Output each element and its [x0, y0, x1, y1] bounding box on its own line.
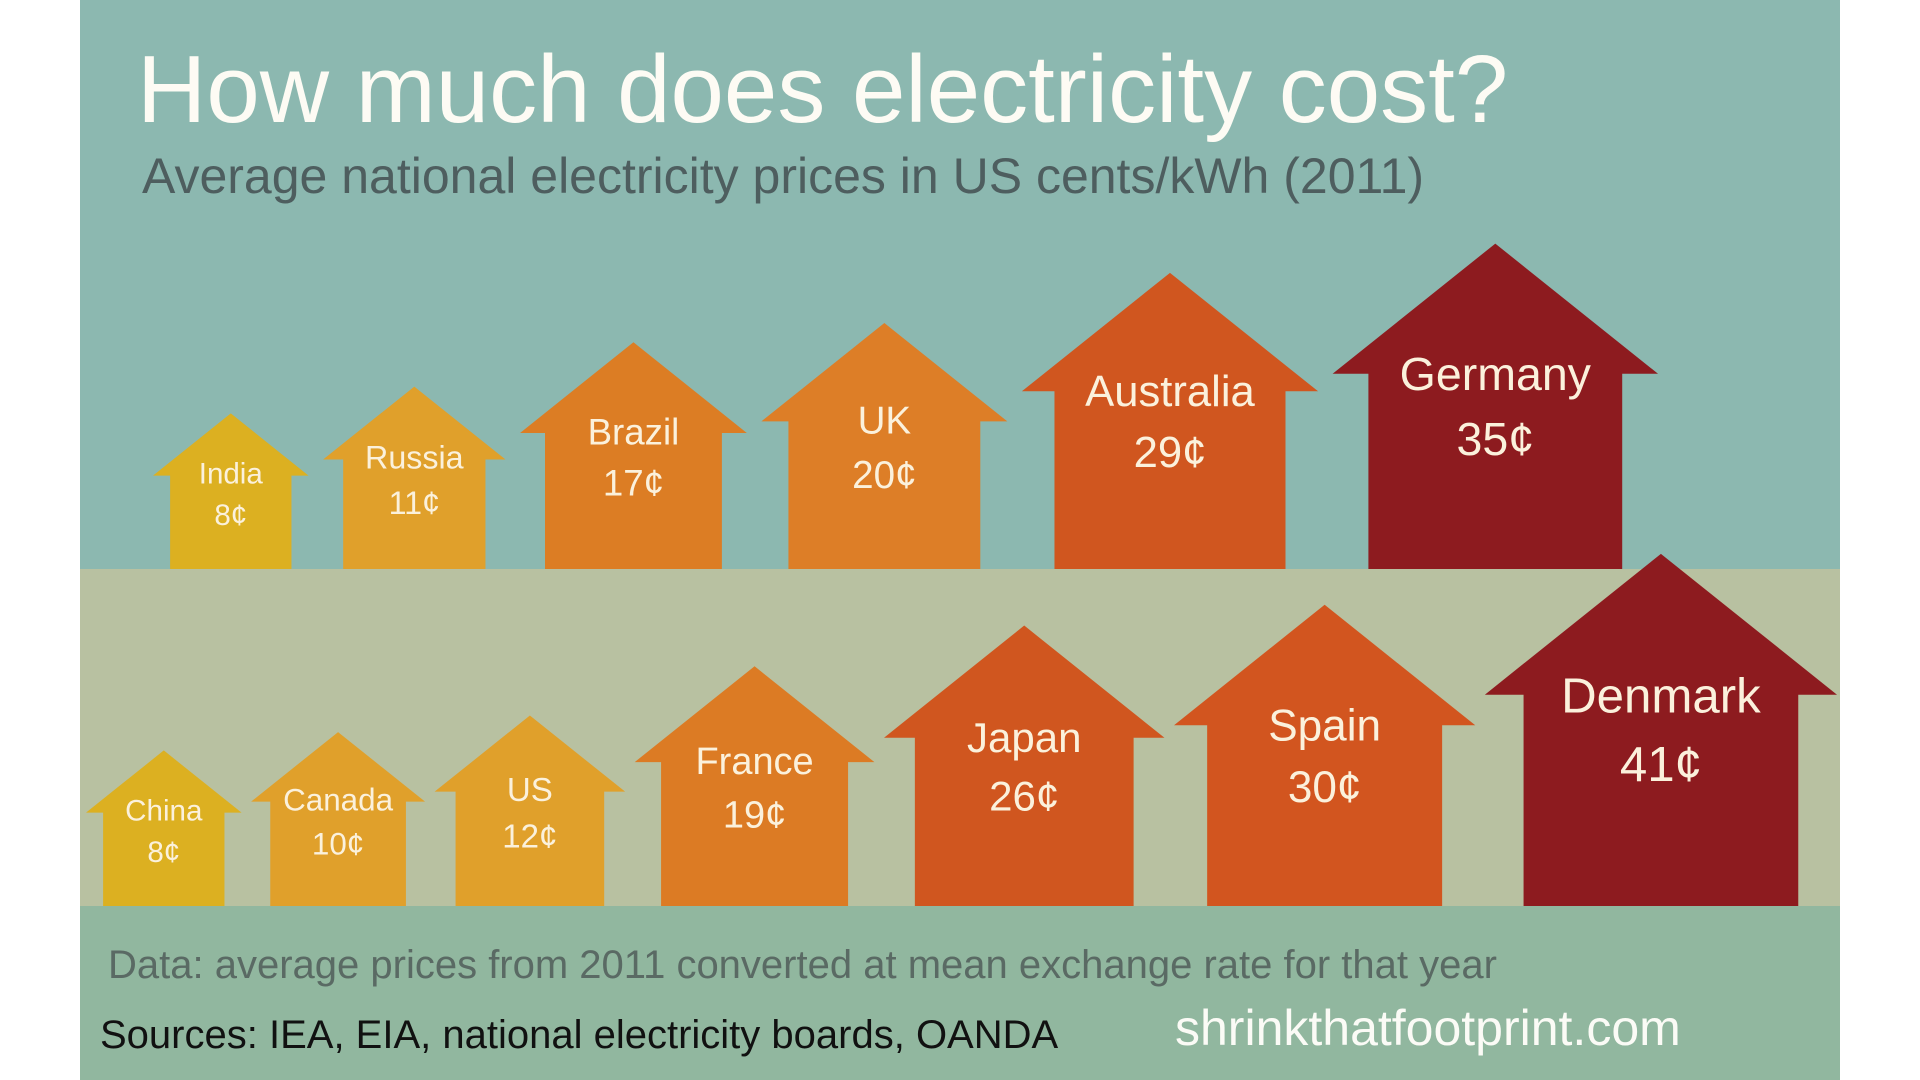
- price-label: 11¢: [389, 485, 440, 521]
- country-label: Germany: [1400, 348, 1592, 400]
- ground-band: [80, 906, 1840, 1080]
- subtitle: Average national electricity prices in U…: [142, 148, 1424, 204]
- price-label: 8¢: [214, 499, 247, 532]
- price-label: 19¢: [723, 794, 786, 836]
- price-label: 35¢: [1457, 413, 1535, 465]
- price-label: 41¢: [1620, 737, 1702, 792]
- country-label: Denmark: [1561, 668, 1761, 723]
- country-label: Brazil: [588, 411, 680, 452]
- price-label: 10¢: [312, 826, 364, 861]
- country-label: Canada: [283, 782, 393, 817]
- price-label: 8¢: [147, 836, 180, 869]
- price-label: 30¢: [1288, 763, 1362, 812]
- country-label: France: [695, 741, 813, 783]
- house: [634, 666, 875, 906]
- country-label: China: [125, 794, 203, 827]
- title: How much does electricity cost?: [137, 36, 1508, 143]
- house: [251, 732, 426, 906]
- sources: Sources: IEA, EIA, national electricity …: [100, 1013, 1059, 1057]
- house: [1332, 243, 1658, 570]
- country-label: UK: [858, 400, 912, 443]
- house: [323, 386, 506, 569]
- price-label: 17¢: [603, 463, 664, 504]
- houses: India 8¢ Russia 11¢ Brazil 17¢ UK 20¢ Australia 2…: [86, 243, 1837, 906]
- data-note: Data: average prices from 2011 converted…: [108, 943, 1497, 987]
- price-label: 29¢: [1134, 429, 1207, 477]
- house: [1484, 553, 1837, 906]
- house: [86, 750, 242, 906]
- house: [153, 413, 309, 569]
- price-label: 12¢: [502, 818, 557, 855]
- house: [884, 625, 1165, 906]
- country-label: Australia: [1085, 368, 1255, 416]
- house: [520, 342, 747, 569]
- country-label: US: [507, 772, 553, 809]
- country-label: Spain: [1268, 701, 1381, 750]
- country-label: India: [199, 457, 264, 490]
- price-label: 26¢: [989, 773, 1059, 820]
- house: [434, 715, 626, 906]
- house: [1174, 604, 1476, 906]
- house: [1021, 272, 1319, 569]
- country-label: Japan: [967, 714, 1082, 761]
- house: [761, 323, 1008, 569]
- price-label: 20¢: [852, 454, 916, 497]
- site: shrinkthatfootprint.com: [1175, 1000, 1681, 1056]
- country-label: Russia: [365, 440, 464, 476]
